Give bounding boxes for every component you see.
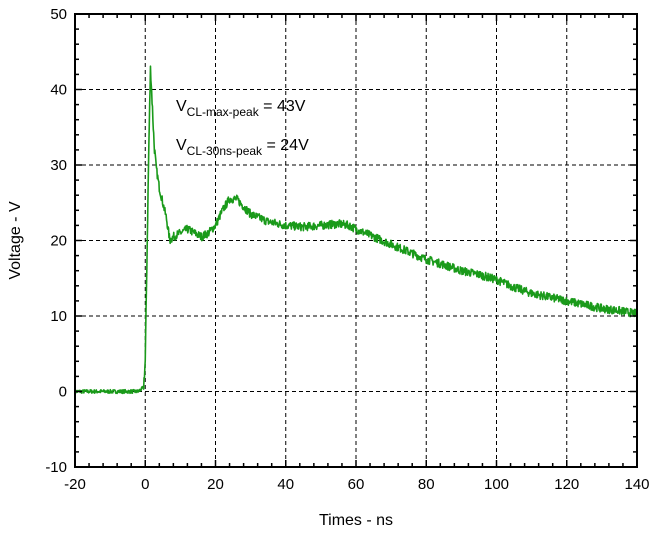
series-layer	[74, 65, 638, 395]
x-tick-label: 60	[348, 476, 365, 493]
y-tick-label: 30	[50, 157, 67, 174]
x-axis-title: Times - ns	[319, 512, 393, 529]
x-tick-label: 140	[624, 476, 649, 493]
x-tick-label: 0	[141, 476, 149, 493]
y-tick-label: 10	[50, 308, 67, 325]
y-tick-label: 20	[50, 233, 67, 250]
annotation-30ns-peak-value: = 24V	[262, 137, 309, 154]
annotation-30ns-peak: VCL-30ns-peak = 24V	[176, 137, 309, 158]
annotation-30ns-peak-main: V	[176, 137, 187, 154]
annotation-max-peak-sub: CL-max-peak	[187, 105, 260, 119]
annotation-max-peak: VCL-max-peak = 43V	[176, 98, 306, 119]
plot-frame	[74, 13, 638, 468]
x-tick-label: 40	[277, 476, 294, 493]
x-tick-label: 20	[207, 476, 224, 493]
y-tick-label: 0	[59, 384, 67, 401]
x-tick-label: -20	[64, 476, 86, 493]
annotation-max-peak-value: = 43V	[259, 98, 306, 115]
x-tick-label: 100	[484, 476, 509, 493]
annotation-30ns-peak-sub: CL-30ns-peak	[187, 144, 263, 158]
grid-lines	[75, 14, 637, 467]
x-tick-label: 120	[554, 476, 579, 493]
y-tick-label: 40	[50, 82, 67, 99]
series-line	[74, 65, 638, 395]
y-tick-label: -10	[45, 459, 67, 476]
y-tick-label: 50	[50, 6, 67, 23]
x-tick-label: 80	[418, 476, 435, 493]
y-axis-title: Voltage - V	[7, 201, 24, 280]
tick-labels: -20 0 20 40 60 80 100 120 140 -10 0 10 20 30 40 50	[45, 6, 649, 493]
annotation-max-peak-main: V	[176, 98, 187, 115]
